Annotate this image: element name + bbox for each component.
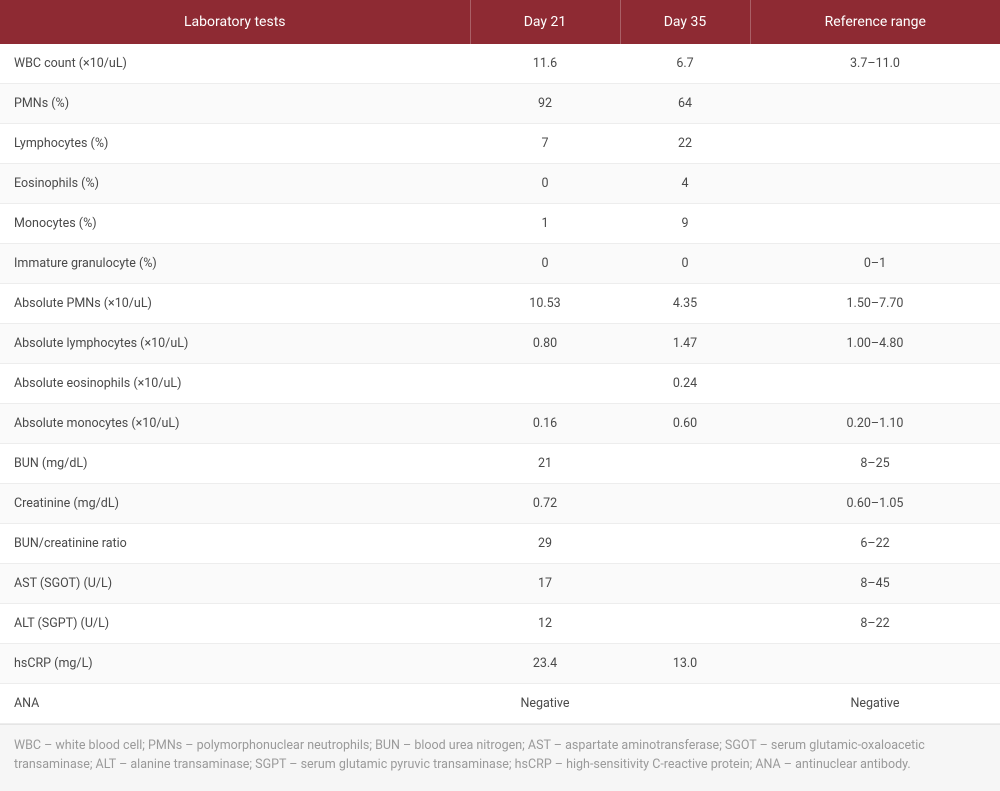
cell-value: [470, 364, 620, 404]
cell-value: 0.20–1.10: [750, 404, 1000, 444]
header-day21: Day 21: [470, 0, 620, 44]
cell-value: 92: [470, 84, 620, 124]
cell-label: Creatinine (mg/dL): [0, 484, 470, 524]
table-row: ANANegativeNegative: [0, 684, 1000, 724]
cell-value: [620, 484, 750, 524]
cell-label: Absolute monocytes (×10/uL): [0, 404, 470, 444]
cell-label: ALT (SGPT) (U/L): [0, 604, 470, 644]
cell-value: 13.0: [620, 644, 750, 684]
table-row: Absolute lymphocytes (×10/uL)0.801.471.0…: [0, 324, 1000, 364]
cell-value: 8–22: [750, 604, 1000, 644]
cell-value: [620, 524, 750, 564]
header-lab-tests: Laboratory tests: [0, 0, 470, 44]
cell-value: 0: [620, 244, 750, 284]
cell-label: Absolute lymphocytes (×10/uL): [0, 324, 470, 364]
cell-value: 1.47: [620, 324, 750, 364]
cell-label: Absolute PMNs (×10/uL): [0, 284, 470, 324]
cell-value: 6–22: [750, 524, 1000, 564]
cell-value: [750, 644, 1000, 684]
table-footnote: WBC – white blood cell; PMNs – polymorph…: [0, 724, 1000, 791]
table-row: BUN/creatinine ratio29 6–22: [0, 524, 1000, 564]
cell-value: 1.50–7.70: [750, 284, 1000, 324]
cell-value: 1.00–4.80: [750, 324, 1000, 364]
cell-value: 12: [470, 604, 620, 644]
cell-value: 0.60–1.05: [750, 484, 1000, 524]
cell-label: AST (SGOT) (U/L): [0, 564, 470, 604]
cell-value: 11.6: [470, 44, 620, 84]
cell-label: Absolute eosinophils (×10/uL): [0, 364, 470, 404]
cell-label: Immature granulocyte (%): [0, 244, 470, 284]
cell-value: 29: [470, 524, 620, 564]
cell-value: 7: [470, 124, 620, 164]
cell-label: hsCRP (mg/L): [0, 644, 470, 684]
cell-label: WBC count (×10/uL): [0, 44, 470, 84]
cell-value: [750, 364, 1000, 404]
cell-value: 6.7: [620, 44, 750, 84]
cell-value: 3.7–11.0: [750, 44, 1000, 84]
cell-value: 0.72: [470, 484, 620, 524]
header-day35: Day 35: [620, 0, 750, 44]
cell-value: 0.80: [470, 324, 620, 364]
cell-value: 0–1: [750, 244, 1000, 284]
cell-value: [750, 204, 1000, 244]
cell-value: 21: [470, 444, 620, 484]
table-body: WBC count (×10/uL)11.66.73.7–11.0PMNs (%…: [0, 44, 1000, 724]
cell-value: 1: [470, 204, 620, 244]
cell-value: [620, 444, 750, 484]
cell-value: 4: [620, 164, 750, 204]
cell-value: [750, 124, 1000, 164]
table-row: Monocytes (%)19: [0, 204, 1000, 244]
table-row: Absolute monocytes (×10/uL)0.160.600.20–…: [0, 404, 1000, 444]
cell-value: 0.60: [620, 404, 750, 444]
cell-value: 0.16: [470, 404, 620, 444]
cell-value: 8–25: [750, 444, 1000, 484]
cell-value: 0.24: [620, 364, 750, 404]
cell-value: 0: [470, 164, 620, 204]
cell-value: 23.4: [470, 644, 620, 684]
table-row: Creatinine (mg/dL)0.72 0.60–1.05: [0, 484, 1000, 524]
cell-label: ANA: [0, 684, 470, 724]
cell-label: Monocytes (%): [0, 204, 470, 244]
cell-value: 4.35: [620, 284, 750, 324]
cell-value: Negative: [750, 684, 1000, 724]
cell-label: BUN (mg/dL): [0, 444, 470, 484]
cell-value: 8–45: [750, 564, 1000, 604]
table-header: Laboratory tests Day 21 Day 35 Reference…: [0, 0, 1000, 44]
cell-label: Eosinophils (%): [0, 164, 470, 204]
table-row: hsCRP (mg/L)23.413.0: [0, 644, 1000, 684]
table-row: Eosinophils (%)04: [0, 164, 1000, 204]
cell-value: Negative: [470, 684, 620, 724]
header-ref-range: Reference range: [750, 0, 1000, 44]
cell-value: [750, 84, 1000, 124]
table-row: Immature granulocyte (%)000–1: [0, 244, 1000, 284]
table-row: ALT (SGPT) (U/L)12 8–22: [0, 604, 1000, 644]
cell-value: 22: [620, 124, 750, 164]
lab-results-table: Laboratory tests Day 21 Day 35 Reference…: [0, 0, 1000, 724]
table-row: PMNs (%)9264: [0, 84, 1000, 124]
cell-value: [620, 604, 750, 644]
cell-value: 10.53: [470, 284, 620, 324]
table-row: AST (SGOT) (U/L)17 8–45: [0, 564, 1000, 604]
cell-value: 64: [620, 84, 750, 124]
table-row: Absolute PMNs (×10/uL)10.534.351.50–7.70: [0, 284, 1000, 324]
table-row: Lymphocytes (%)722: [0, 124, 1000, 164]
table-row: BUN (mg/dL)21 8–25: [0, 444, 1000, 484]
cell-value: [620, 564, 750, 604]
cell-value: 17: [470, 564, 620, 604]
table-row: WBC count (×10/uL)11.66.73.7–11.0: [0, 44, 1000, 84]
cell-label: PMNs (%): [0, 84, 470, 124]
cell-value: 9: [620, 204, 750, 244]
cell-label: BUN/creatinine ratio: [0, 524, 470, 564]
cell-value: [620, 684, 750, 724]
cell-label: Lymphocytes (%): [0, 124, 470, 164]
cell-value: 0: [470, 244, 620, 284]
cell-value: [750, 164, 1000, 204]
table-row: Absolute eosinophils (×10/uL) 0.24: [0, 364, 1000, 404]
